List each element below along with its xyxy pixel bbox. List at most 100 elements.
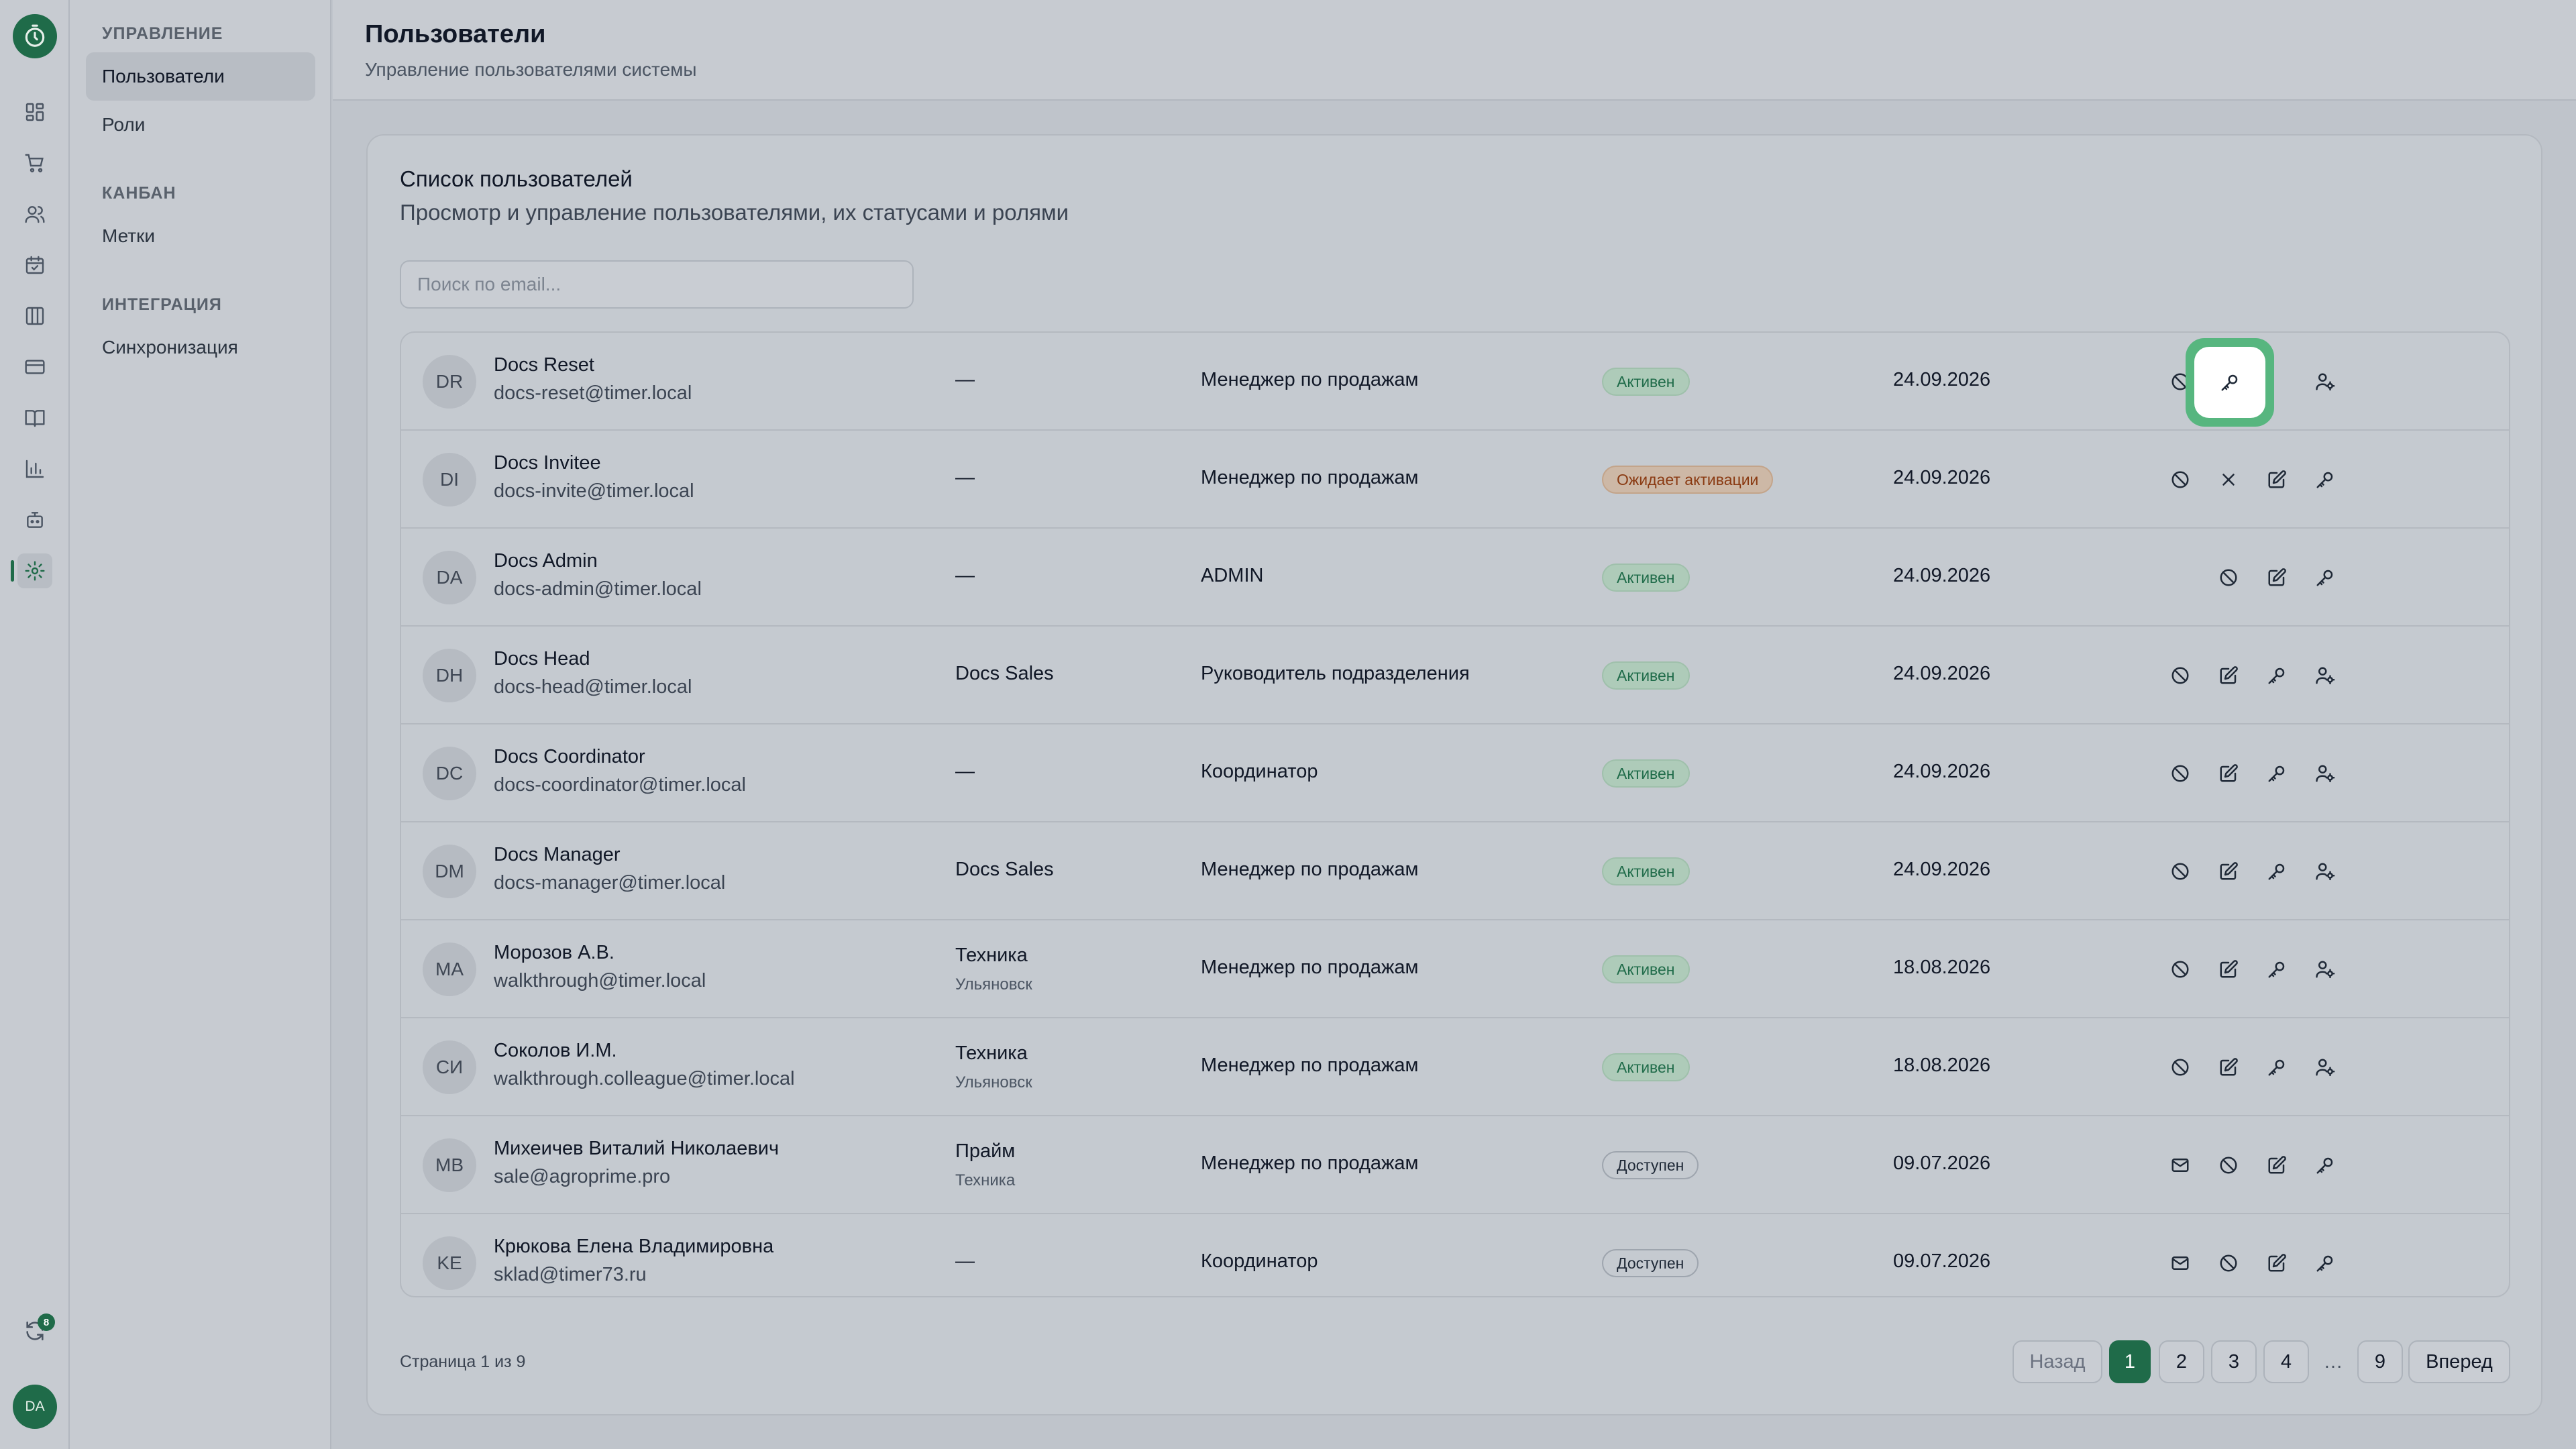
- block-user-button[interactable]: [2163, 756, 2198, 791]
- nav-item-labels[interactable]: Метки: [102, 225, 155, 246]
- user-role: Менеджер по продажам: [1201, 1152, 1419, 1174]
- credit-card-icon[interactable]: [17, 350, 52, 384]
- user-role: Координатор: [1201, 761, 1318, 782]
- edit-button[interactable]: [2259, 560, 2294, 595]
- edit-button[interactable]: [2259, 1148, 2294, 1183]
- nav-item-users[interactable]: Пользователи: [86, 52, 315, 101]
- block-user-button[interactable]: [2211, 560, 2246, 595]
- user-email: docs-admin@timer.local: [494, 578, 702, 600]
- block-user-button[interactable]: [2211, 1246, 2246, 1281]
- close-icon: [2218, 470, 2239, 490]
- block-user-button[interactable]: [2163, 952, 2198, 987]
- block-user-button[interactable]: [2163, 462, 2198, 497]
- edit-icon: [2218, 959, 2239, 979]
- page-button-1[interactable]: 1: [2109, 1340, 2151, 1383]
- assign-role-button[interactable]: [2308, 364, 2343, 399]
- sync-icon[interactable]: [17, 1313, 52, 1348]
- nav-item-roles[interactable]: Роли: [102, 114, 146, 135]
- page-button-9[interactable]: 9: [2357, 1340, 2403, 1383]
- key-icon: [2315, 470, 2335, 490]
- next-page-button[interactable]: Вперед: [2408, 1340, 2510, 1383]
- calendar-icon[interactable]: [17, 248, 52, 282]
- nav-item-sync[interactable]: Синхронизация: [102, 337, 238, 358]
- assign-role-button[interactable]: [2308, 854, 2343, 889]
- user-email: docs-head@timer.local: [494, 676, 692, 698]
- user-role: Менеджер по продажам: [1201, 369, 1419, 390]
- block-icon: [2218, 568, 2239, 588]
- settings-icon[interactable]: [11, 553, 52, 588]
- block-icon: [2218, 1253, 2239, 1273]
- user-avatar[interactable]: DA: [13, 1385, 57, 1429]
- page-title: Пользователи: [365, 20, 546, 48]
- cancel-invite-button[interactable]: [2211, 462, 2246, 497]
- user-role: Координатор: [1201, 1250, 1318, 1272]
- reset-password-button[interactable]: [2259, 854, 2294, 889]
- edit-button[interactable]: [2259, 462, 2294, 497]
- edit-icon: [2218, 665, 2239, 686]
- edit-button[interactable]: [2211, 1050, 2246, 1085]
- table-row: DR Docs Reset docs-reset@timer.local — Менед…: [401, 333, 2509, 431]
- block-user-button[interactable]: [2163, 854, 2198, 889]
- reset-password-button[interactable]: [2308, 560, 2343, 595]
- settings-nav: УПРАВЛЕНИЕ Пользователи Роли КАНБАН Метк…: [70, 0, 331, 1449]
- table-row: MA Морозов А.В. walkthrough@timer.local Тех…: [401, 920, 2509, 1018]
- page-button-4[interactable]: 4: [2263, 1340, 2309, 1383]
- reset-password-button[interactable]: [2186, 338, 2274, 427]
- user-date: 18.08.2026: [1893, 957, 1991, 978]
- page-button-3[interactable]: 3: [2211, 1340, 2257, 1383]
- user-email: docs-coordinator@timer.local: [494, 774, 746, 796]
- block-icon: [2170, 1057, 2190, 1077]
- email-search-input[interactable]: [400, 260, 914, 309]
- reset-password-button[interactable]: [2259, 952, 2294, 987]
- reset-password-button[interactable]: [2259, 658, 2294, 693]
- status-badge: Активен: [1602, 1053, 1690, 1081]
- edit-icon: [2218, 763, 2239, 784]
- send-invite-button[interactable]: [2163, 1148, 2198, 1183]
- reset-password-button[interactable]: [2308, 462, 2343, 497]
- users-icon[interactable]: [17, 197, 52, 231]
- reset-password-button[interactable]: [2259, 1050, 2294, 1085]
- cart-icon[interactable]: [17, 146, 52, 180]
- prev-page-button[interactable]: Назад: [2012, 1340, 2102, 1383]
- send-invite-button[interactable]: [2163, 1246, 2198, 1281]
- kanban-icon[interactable]: [17, 299, 52, 333]
- assign-role-button[interactable]: [2308, 756, 2343, 791]
- nav-section-integration: ИНТЕГРАЦИЯ: [102, 295, 222, 314]
- edit-button[interactable]: [2211, 756, 2246, 791]
- users-card: Список пользователей Просмотр и управлен…: [366, 134, 2542, 1415]
- user-department: —: [955, 565, 975, 586]
- assign-icon: [2315, 665, 2335, 686]
- block-user-button[interactable]: [2163, 1050, 2198, 1085]
- assign-role-button[interactable]: [2308, 1050, 2343, 1085]
- user-email: docs-reset@timer.local: [494, 382, 692, 404]
- user-name: Docs Coordinator: [494, 746, 645, 767]
- bar-chart-icon[interactable]: [17, 451, 52, 486]
- dashboard-icon[interactable]: [17, 95, 52, 129]
- edit-button[interactable]: [2211, 854, 2246, 889]
- user-name: Соколов И.М.: [494, 1040, 617, 1061]
- edit-button[interactable]: [2211, 658, 2246, 693]
- assign-role-button[interactable]: [2308, 658, 2343, 693]
- bot-icon[interactable]: [17, 502, 52, 537]
- reset-password-button[interactable]: [2308, 1246, 2343, 1281]
- icon-rail: 8 DA: [0, 0, 70, 1449]
- table-row: DA Docs Admin docs-admin@timer.local — ADMIN…: [401, 529, 2509, 627]
- edit-button[interactable]: [2211, 952, 2246, 987]
- reset-password-button[interactable]: [2259, 756, 2294, 791]
- block-user-button[interactable]: [2211, 1148, 2246, 1183]
- user-name: Docs Invitee: [494, 452, 601, 474]
- user-avatar: СИ: [423, 1040, 476, 1094]
- assign-icon: [2315, 763, 2335, 784]
- reset-password-button[interactable]: [2308, 1148, 2343, 1183]
- page-header: Пользователи Управление пользователями с…: [333, 0, 2576, 101]
- user-avatar: DM: [423, 845, 476, 898]
- user-date: 24.09.2026: [1893, 859, 1991, 880]
- book-icon[interactable]: [17, 400, 52, 435]
- block-user-button[interactable]: [2163, 658, 2198, 693]
- edit-button[interactable]: [2259, 1246, 2294, 1281]
- assign-role-button[interactable]: [2308, 952, 2343, 987]
- block-icon: [2170, 665, 2190, 686]
- timer-logo-icon[interactable]: [13, 14, 57, 58]
- user-email: sale@agroprime.pro: [494, 1166, 671, 1187]
- page-button-2[interactable]: 2: [2159, 1340, 2204, 1383]
